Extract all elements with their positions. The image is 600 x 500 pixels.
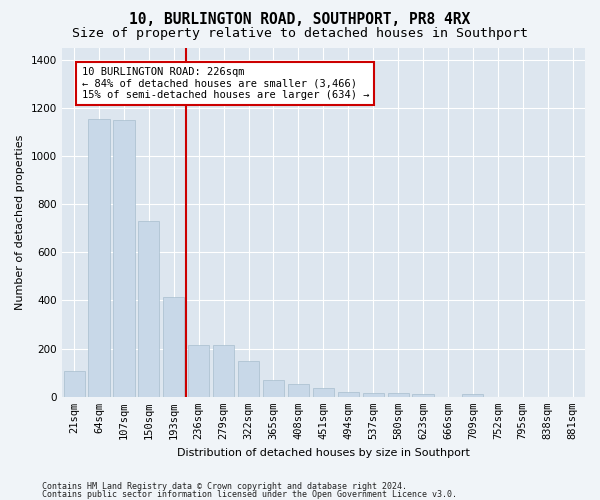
Bar	[64, 371, 85, 397]
Bar	[238, 361, 259, 397]
Bar	[188, 345, 209, 397]
Bar	[362, 392, 384, 397]
Bar	[412, 394, 434, 397]
Bar	[213, 345, 234, 397]
Text: 10 BURLINGTON ROAD: 226sqm
← 84% of detached houses are smaller (3,466)
15% of s: 10 BURLINGTON ROAD: 226sqm ← 84% of deta…	[82, 67, 369, 100]
Text: Contains public sector information licensed under the Open Government Licence v3: Contains public sector information licen…	[42, 490, 457, 499]
Bar	[462, 394, 484, 397]
Bar	[88, 118, 110, 397]
Bar	[388, 394, 409, 397]
Bar	[338, 392, 359, 397]
Bar	[288, 384, 309, 397]
Bar	[113, 120, 134, 397]
Y-axis label: Number of detached properties: Number of detached properties	[15, 134, 25, 310]
Bar	[163, 297, 184, 397]
Text: Contains HM Land Registry data © Crown copyright and database right 2024.: Contains HM Land Registry data © Crown c…	[42, 482, 407, 491]
X-axis label: Distribution of detached houses by size in Southport: Distribution of detached houses by size …	[177, 448, 470, 458]
Bar	[138, 221, 160, 397]
Text: 10, BURLINGTON ROAD, SOUTHPORT, PR8 4RX: 10, BURLINGTON ROAD, SOUTHPORT, PR8 4RX	[130, 12, 470, 28]
Bar	[263, 380, 284, 397]
Text: Size of property relative to detached houses in Southport: Size of property relative to detached ho…	[72, 28, 528, 40]
Bar	[313, 388, 334, 397]
